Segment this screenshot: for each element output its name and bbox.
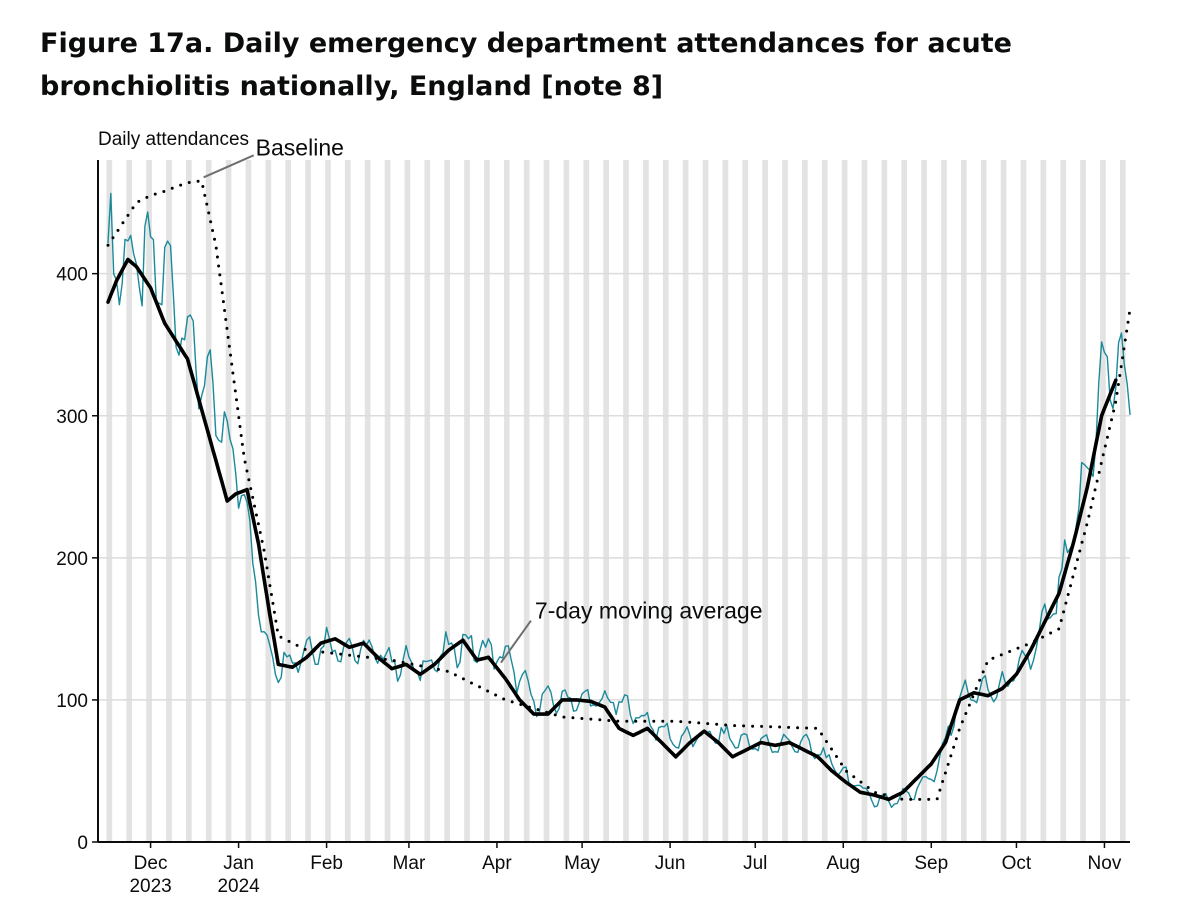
x-tick-label: May <box>564 853 600 874</box>
weekend-band <box>901 160 908 842</box>
weekend-band <box>623 160 629 842</box>
weekend-band <box>305 160 311 842</box>
x-tick-label: Mar <box>393 853 426 874</box>
weekend-band <box>1040 160 1047 842</box>
weekend-band <box>921 160 927 842</box>
y-tick-label: 200 <box>56 549 88 570</box>
weekend-band <box>563 160 570 842</box>
x-tick-label: Dec <box>134 853 168 874</box>
weekend-band <box>1020 160 1027 842</box>
weekend-band <box>583 160 590 842</box>
weekend-band <box>444 160 451 842</box>
x-tick-label: Aug <box>826 853 860 874</box>
weekend-band <box>1000 160 1007 842</box>
y-axis-label: Daily attendances <box>98 129 250 150</box>
x-tick-label: Jul <box>743 853 767 874</box>
weekend-band <box>961 160 967 842</box>
y-tick-label: 300 <box>56 407 88 428</box>
weekend-band <box>841 160 848 842</box>
baseline-label: Baseline <box>256 134 344 160</box>
weekend-band <box>166 160 172 842</box>
weekend-band <box>205 160 212 842</box>
series-lines <box>106 179 1132 808</box>
weekend-band <box>861 160 868 842</box>
x-tick-year-label: 2023 <box>129 876 171 897</box>
moving-average-label: 7-day moving average <box>535 598 763 624</box>
weekend-band <box>464 160 470 842</box>
weekend-band <box>344 160 351 842</box>
weekend-band <box>404 160 411 842</box>
y-tick-label: 0 <box>77 833 88 854</box>
weekend-band <box>782 160 788 842</box>
weekend-band <box>742 160 749 842</box>
weekend-band <box>702 160 709 842</box>
moving-average-leader-line <box>500 620 532 664</box>
weekend-band <box>325 160 331 842</box>
weekend-band <box>722 160 729 842</box>
weekend-band <box>364 160 371 842</box>
weekend-band <box>603 160 609 842</box>
weekend-band <box>126 160 133 842</box>
baseline-leader-line <box>203 154 255 179</box>
7-day-moving-average-line <box>106 257 1118 802</box>
weekend-band <box>523 160 530 842</box>
weekend-band <box>384 160 391 842</box>
daily-attendances-line <box>107 192 1131 808</box>
weekend-band <box>503 160 510 842</box>
annotations: Baseline 7-day moving average <box>203 134 763 664</box>
weekend-band <box>185 160 192 842</box>
x-tick-label: Nov <box>1088 853 1122 874</box>
weekend-band <box>881 160 888 842</box>
weekend-band <box>424 160 431 842</box>
weekend-band <box>682 160 689 842</box>
x-tick-label: Feb <box>310 853 343 874</box>
x-tick-label: Jan <box>223 853 254 874</box>
weekend-band <box>662 160 669 842</box>
chart-title: Figure 17a. Daily emergency department a… <box>40 28 1012 102</box>
weekend-band <box>484 160 490 842</box>
x-tick-year-label: 2024 <box>217 876 260 897</box>
weekend-band <box>106 160 113 842</box>
weekend-shading <box>106 160 1126 842</box>
y-tick-label: 100 <box>56 691 88 712</box>
weekend-band <box>285 160 292 842</box>
weekend-band <box>1100 160 1106 842</box>
weekend-band <box>543 160 550 842</box>
weekend-band <box>821 160 828 842</box>
weekend-band <box>941 160 947 842</box>
weekend-band <box>980 160 987 842</box>
x-tick-label: Jun <box>655 853 686 874</box>
weekend-band <box>762 160 768 842</box>
x-tick-label: Oct <box>1002 853 1032 874</box>
weekend-band <box>265 160 272 842</box>
y-tick-label: 400 <box>56 265 88 286</box>
weekend-band <box>802 160 808 842</box>
weekend-band <box>643 160 649 842</box>
x-tick-label: Apr <box>482 853 512 874</box>
weekend-band <box>146 160 152 842</box>
x-tick-label: Sep <box>914 853 948 874</box>
weekend-band <box>1119 160 1126 842</box>
baseline-line <box>106 179 1132 801</box>
weekend-band <box>1060 160 1067 842</box>
